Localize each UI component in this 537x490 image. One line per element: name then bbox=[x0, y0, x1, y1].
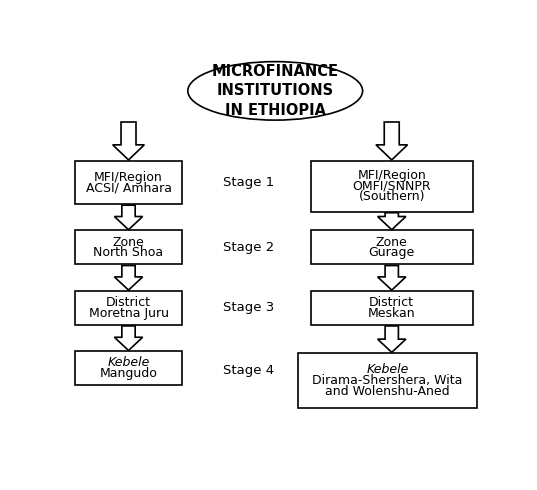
Text: MICROFINANCE
INSTITUTIONS
IN ETHIOPIA: MICROFINANCE INSTITUTIONS IN ETHIOPIA bbox=[212, 64, 339, 118]
Text: Meskan: Meskan bbox=[368, 307, 416, 319]
Text: MFI/Region: MFI/Region bbox=[357, 169, 426, 182]
Bar bbox=[310, 161, 473, 212]
Bar bbox=[75, 351, 182, 385]
Text: Zone: Zone bbox=[113, 236, 144, 248]
Text: District: District bbox=[369, 296, 414, 309]
Text: Stage 1: Stage 1 bbox=[222, 176, 274, 189]
Bar bbox=[310, 291, 473, 325]
Text: Zone: Zone bbox=[376, 236, 408, 248]
Ellipse shape bbox=[188, 62, 362, 120]
Polygon shape bbox=[114, 205, 143, 230]
Text: Gurage: Gurage bbox=[368, 246, 415, 259]
Bar bbox=[310, 230, 473, 265]
Polygon shape bbox=[114, 326, 143, 350]
Text: Stage 3: Stage 3 bbox=[222, 301, 274, 314]
Polygon shape bbox=[376, 122, 408, 160]
Text: OMFI/SNNPR: OMFI/SNNPR bbox=[352, 180, 431, 193]
Text: Mangudo: Mangudo bbox=[99, 367, 157, 380]
Bar bbox=[75, 291, 182, 325]
Polygon shape bbox=[378, 326, 406, 352]
Text: (Southern): (Southern) bbox=[359, 190, 425, 203]
Polygon shape bbox=[113, 122, 144, 160]
Text: District: District bbox=[106, 296, 151, 309]
Polygon shape bbox=[378, 266, 406, 290]
Bar bbox=[298, 353, 477, 408]
Bar bbox=[75, 161, 182, 204]
Polygon shape bbox=[114, 266, 143, 290]
Text: ACSI/ Amhara: ACSI/ Amhara bbox=[85, 181, 171, 194]
Text: North Shoa: North Shoa bbox=[93, 246, 164, 259]
Polygon shape bbox=[378, 213, 406, 230]
Text: Stage 4: Stage 4 bbox=[223, 364, 274, 377]
Text: Kebele: Kebele bbox=[366, 364, 409, 376]
Text: MFI/Region: MFI/Region bbox=[94, 171, 163, 184]
Text: Dirama-Shershera, Wita: Dirama-Shershera, Wita bbox=[313, 374, 463, 387]
Text: Stage 2: Stage 2 bbox=[222, 241, 274, 254]
Text: Moretna Juru: Moretna Juru bbox=[89, 307, 169, 319]
Text: Kebele: Kebele bbox=[107, 356, 150, 369]
Text: and Wolenshu-Aned: and Wolenshu-Aned bbox=[325, 385, 450, 397]
Bar bbox=[75, 230, 182, 265]
